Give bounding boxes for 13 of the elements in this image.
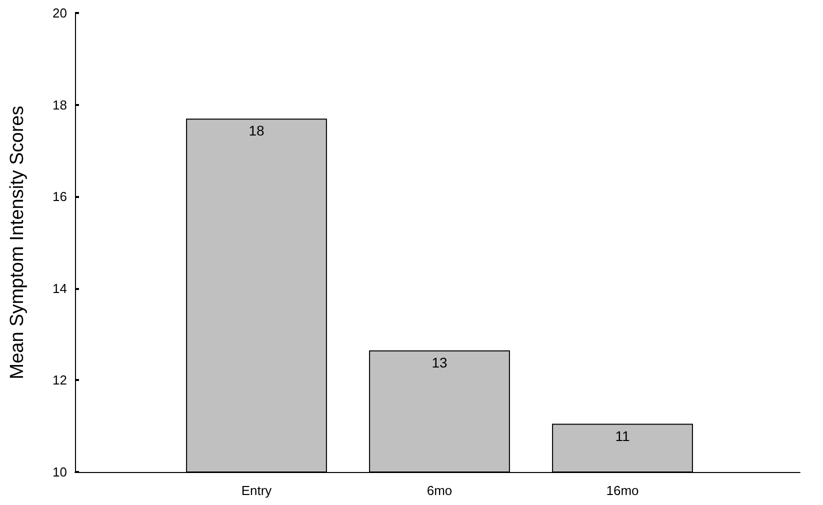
- y-tick-label: 20: [52, 6, 67, 20]
- data-label: 13: [432, 354, 448, 370]
- y-tick-label: 18: [52, 97, 67, 112]
- x-tick-label: 16mo: [606, 483, 639, 498]
- y-tick-label: 14: [52, 280, 67, 296]
- y-tick-label: 10: [52, 464, 67, 480]
- y-tick-label: 12: [52, 372, 67, 388]
- y-axis-title: Mean Symptom Intensity Scores: [7, 106, 28, 380]
- x-tick-label: 6mo: [426, 483, 452, 498]
- y-tick-label: 16: [52, 189, 67, 204]
- data-label: 11: [615, 428, 630, 444]
- x-tick-label: Entry: [241, 483, 272, 498]
- data-label: 18: [248, 122, 264, 139]
